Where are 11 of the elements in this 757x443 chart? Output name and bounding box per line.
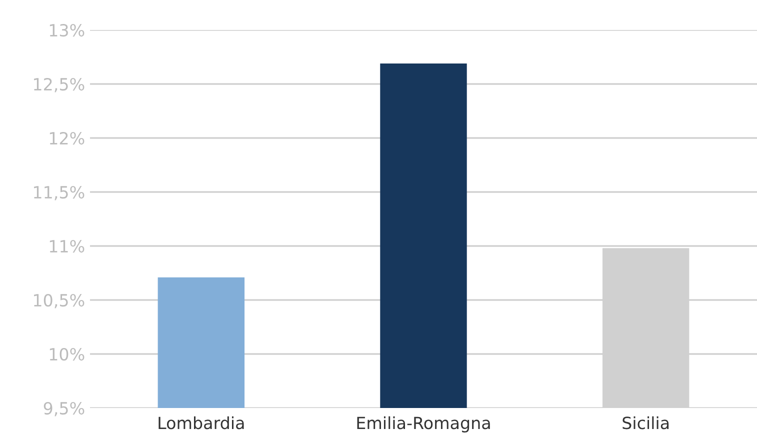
y-tick-label: 11,5% xyxy=(34,186,84,200)
y-tick-label: 12% xyxy=(50,132,84,145)
y-tick-label: 12,5% xyxy=(34,78,84,92)
y-tick-label: 9,5% xyxy=(44,402,84,416)
x-tick-label: Sicilia xyxy=(622,416,669,430)
y-tick-label: 11% xyxy=(50,240,84,253)
y-tick-label: 13% xyxy=(50,24,84,37)
y-tick-label: 10,5% xyxy=(34,294,84,308)
x-tick-label: Emilia-Romagna xyxy=(357,416,490,432)
y-tick-label: 10% xyxy=(50,348,84,361)
x-tick-label: Lombardia xyxy=(158,416,244,430)
